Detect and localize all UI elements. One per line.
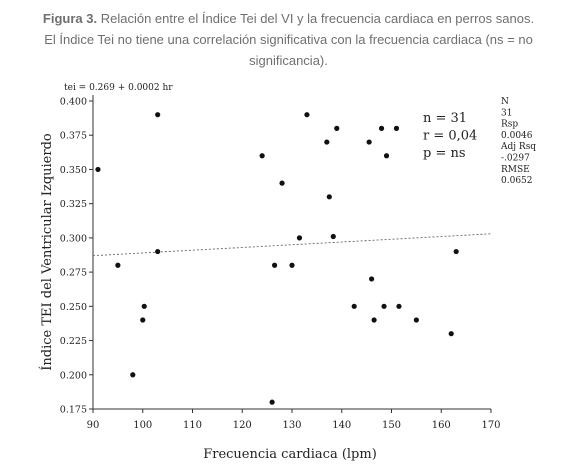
y-tick-label: 0.300	[60, 233, 87, 244]
data-point	[115, 262, 121, 268]
data-point	[326, 194, 332, 200]
data-point	[279, 180, 285, 186]
data-point	[289, 262, 295, 268]
data-point	[95, 166, 101, 173]
data-point	[351, 303, 357, 309]
data-point	[296, 235, 303, 241]
side-stat-text: -.0297	[501, 154, 530, 164]
regression-line	[92, 233, 492, 257]
stat-annotations: n = 31 r = 0,04 p = ns	[423, 111, 477, 161]
y-axis-label: Índice TEI del Ventricular Izquierdo	[39, 133, 55, 371]
side-stat-text: N	[501, 97, 509, 107]
data-point	[141, 303, 147, 309]
side-stat-text: 0.0652	[501, 176, 533, 186]
data-point	[453, 248, 459, 255]
stat-annotation: r = 0,04	[423, 129, 477, 144]
caption-text-1: Relación entre el Índice Tei del VI y la…	[100, 11, 535, 26]
x-tick-label: 90	[87, 420, 100, 431]
data-point	[378, 125, 385, 131]
stat-annotation: p = ns	[423, 146, 466, 161]
y-tick-label: 0.375	[60, 131, 87, 142]
caption-line-3: significancia).	[249, 53, 328, 68]
y-tick-label: 0.250	[60, 302, 87, 313]
data-point	[269, 399, 275, 405]
x-tick-label: 140	[332, 420, 351, 431]
y-tick-label: 0.400	[60, 97, 87, 108]
x-tick-label: 130	[282, 420, 301, 431]
y-tick-label: 0.325	[60, 199, 87, 210]
data-point	[324, 139, 330, 145]
x-tick-label: 170	[481, 420, 500, 431]
caption-line-2: El Índice Tei no tiene una correlación s…	[44, 32, 533, 47]
side-stat-text: RMSE	[501, 165, 530, 175]
data-point	[130, 372, 136, 378]
data-point	[155, 112, 161, 118]
caption-label: Figura 3.	[42, 11, 98, 26]
x-tick-label: 110	[183, 420, 202, 431]
side-stat-text: 31	[501, 108, 512, 118]
data-point	[383, 153, 390, 159]
x-tick-label: 150	[382, 420, 401, 431]
data-point	[155, 248, 161, 255]
data-point	[413, 317, 419, 323]
data-points	[95, 112, 459, 405]
side-stat-text: Adj Rsq	[500, 142, 536, 152]
data-point	[369, 276, 375, 282]
data-point	[448, 331, 454, 337]
y-tick-label: 0.175	[60, 405, 87, 416]
data-point	[140, 317, 146, 323]
x-axis-label: Frecuencia cardiaca (lpm)	[203, 447, 377, 462]
data-point	[304, 112, 310, 118]
x-tick-label: 160	[432, 420, 451, 431]
data-point	[396, 303, 402, 309]
y-tick-label: 0.225	[60, 336, 87, 347]
data-point	[381, 303, 387, 309]
x-tick-label: 120	[233, 420, 252, 431]
data-point	[371, 317, 377, 323]
stat-annotation: n = 31	[423, 111, 467, 126]
data-point	[393, 125, 400, 131]
x-ticks: 90 100 110 120 130 140 150 160 170	[87, 409, 501, 431]
y-ticks: 0.175 0.200 0.225 0.250 0.275 0.300 0.325 0.350…	[60, 97, 93, 416]
y-tick-label: 0.275	[60, 268, 87, 279]
data-point	[334, 125, 340, 131]
y-tick-label: 0.350	[60, 165, 87, 176]
side-stat-text: Rsp	[501, 120, 518, 130]
data-point	[259, 153, 265, 159]
caption-line-1: Figura 3. Relación entre el Índice Tei d…	[0, 8, 577, 29]
side-stat-text: 0.0046	[501, 131, 533, 141]
figure-caption: Figura 3. Relación entre el Índice Tei d…	[0, 8, 577, 71]
x-tick-label: 100	[133, 420, 152, 431]
data-point	[271, 262, 278, 268]
data-point	[366, 139, 372, 145]
data-point	[330, 233, 336, 240]
regression-equation: tei = 0.269 + 0.0002 hr	[64, 83, 173, 93]
y-tick-label: 0.200	[60, 370, 87, 381]
